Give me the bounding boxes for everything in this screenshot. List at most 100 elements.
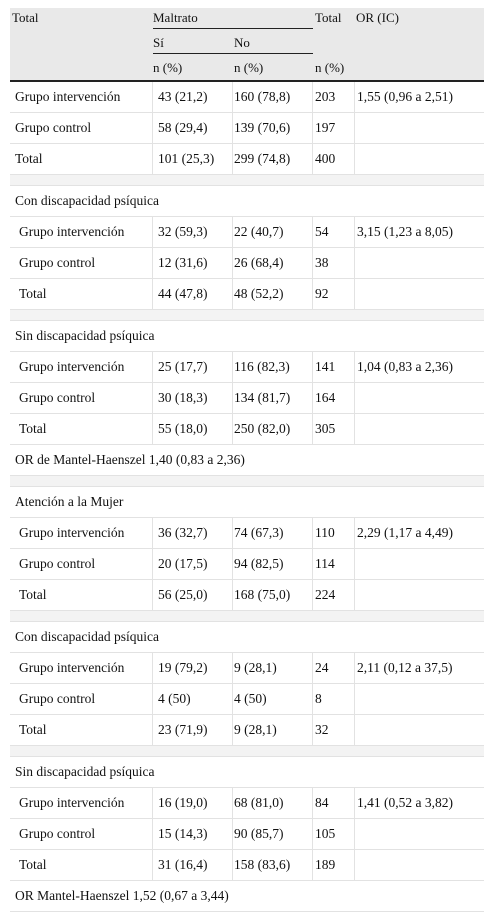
cell-no: 48 (52,2) [234, 286, 284, 301]
column-divider [152, 819, 153, 849]
cell-total: 400 [315, 151, 336, 166]
row-label: Total [19, 587, 47, 602]
column-divider [312, 788, 313, 818]
column-divider [152, 549, 153, 579]
row-label: Total [19, 722, 47, 737]
column-divider [354, 715, 355, 745]
cell-no: 4 (50) [234, 691, 267, 706]
section-title-row: Sin discapacidad psíquica [10, 321, 484, 352]
table-row: Total 44 (47,8) 48 (52,2) 92 [10, 279, 484, 310]
column-divider [312, 144, 313, 174]
column-divider [232, 113, 233, 143]
column-divider [354, 850, 355, 880]
cell-no: 68 (81,0) [234, 795, 284, 810]
column-divider [354, 217, 355, 247]
mantel-haenszel-row: OR de Mantel-Haenszel 1,40 (0,83 a 2,36) [10, 445, 484, 476]
table-row: Grupo intervención 25 (17,7) 116 (82,3) 141… [10, 352, 484, 383]
cell-total: 114 [315, 556, 335, 571]
cell-total: 141 [315, 359, 336, 374]
header-total-label: Total [12, 10, 39, 25]
section-title: Con discapacidad psíquica [15, 193, 159, 208]
column-divider [312, 549, 313, 579]
column-divider [232, 352, 233, 382]
column-divider [232, 580, 233, 610]
table-header: Total Maltrato Total OR (IC) Sí No n (%)… [10, 8, 484, 82]
column-divider [354, 113, 355, 143]
cell-si: 58 (29,4) [158, 120, 208, 135]
cell-total: 305 [315, 421, 336, 436]
column-divider [152, 715, 153, 745]
column-divider [312, 684, 313, 714]
column-divider [354, 414, 355, 444]
table-row: Grupo intervención 19 (79,2) 9 (28,1) 24 2,1… [10, 653, 484, 684]
row-label: Grupo control [19, 826, 96, 841]
column-divider [354, 653, 355, 683]
header-si: Sí [153, 35, 164, 50]
column-divider [232, 819, 233, 849]
column-divider [312, 82, 313, 112]
cell-si: 101 (25,3) [158, 151, 215, 166]
cell-total: 8 [315, 691, 322, 706]
column-divider [152, 113, 153, 143]
column-divider [354, 352, 355, 382]
column-divider [312, 217, 313, 247]
cell-no: 116 (82,3) [234, 359, 290, 374]
subheader-rule [153, 53, 313, 54]
cell-total: 110 [315, 525, 335, 540]
column-divider [354, 279, 355, 309]
column-divider [232, 383, 233, 413]
unit-no: n (%) [234, 60, 264, 75]
cell-or: 3,15 (1,23 a 8,05) [357, 224, 453, 239]
cell-si: 25 (17,7) [158, 359, 208, 374]
cell-no: 168 (75,0) [234, 587, 291, 602]
section-title-row: Sin discapacidad psíquica [10, 757, 484, 788]
row-label: Grupo control [15, 120, 92, 135]
cell-total: 197 [315, 120, 336, 135]
cell-no: 139 (70,6) [234, 120, 291, 135]
cell-si: 55 (18,0) [158, 421, 208, 436]
section-title-row: Con discapacidad psíquica [10, 186, 484, 217]
column-divider [354, 518, 355, 548]
table-body: Grupo intervención 43 (21,2) 160 (78,8) 203… [10, 82, 484, 912]
column-divider [152, 788, 153, 818]
column-divider [354, 248, 355, 278]
column-divider [312, 580, 313, 610]
cell-si: 32 (59,3) [158, 224, 208, 239]
unit-total: n (%) [315, 60, 345, 75]
section-gap [10, 175, 484, 186]
cell-si: 56 (25,0) [158, 587, 208, 602]
table-row: Grupo control 58 (29,4) 139 (70,6) 197 [10, 113, 484, 144]
column-divider [152, 217, 153, 247]
column-divider [354, 788, 355, 818]
table-row: Grupo control 12 (31,6) 26 (68,4) 38 [10, 248, 484, 279]
column-divider [232, 414, 233, 444]
cell-no: 94 (82,5) [234, 556, 284, 571]
row-label: Total [19, 286, 47, 301]
section-gap [10, 746, 484, 757]
maltrato-rule [153, 28, 313, 29]
header-total-column: Total [315, 10, 342, 25]
table-row: Grupo control 30 (18,3) 134 (81,7) 164 [10, 383, 484, 414]
cell-no: 9 (28,1) [234, 722, 277, 737]
cell-total: 24 [315, 660, 329, 675]
cell-no: 26 (68,4) [234, 255, 284, 270]
cell-si: 43 (21,2) [158, 89, 208, 104]
column-divider [354, 580, 355, 610]
table-row: Total 31 (16,4) 158 (83,6) 189 [10, 850, 484, 881]
cell-si: 16 (19,0) [158, 795, 208, 810]
section-gap [10, 476, 484, 487]
column-divider [152, 850, 153, 880]
cell-total: 164 [315, 390, 336, 405]
table-row: Grupo control 20 (17,5) 94 (82,5) 114 [10, 549, 484, 580]
column-divider [152, 248, 153, 278]
header-or-ic: OR (IC) [356, 10, 399, 25]
unit-si: n (%) [153, 60, 183, 75]
column-divider [354, 144, 355, 174]
column-divider [232, 653, 233, 683]
column-divider [232, 850, 233, 880]
table-row: Grupo intervención 36 (32,7) 74 (67,3) 110 2… [10, 518, 484, 549]
cell-si: 20 (17,5) [158, 556, 208, 571]
table-row: Grupo control 4 (50) 4 (50) 8 [10, 684, 484, 715]
column-divider [232, 82, 233, 112]
row-label: Grupo intervención [19, 660, 125, 675]
